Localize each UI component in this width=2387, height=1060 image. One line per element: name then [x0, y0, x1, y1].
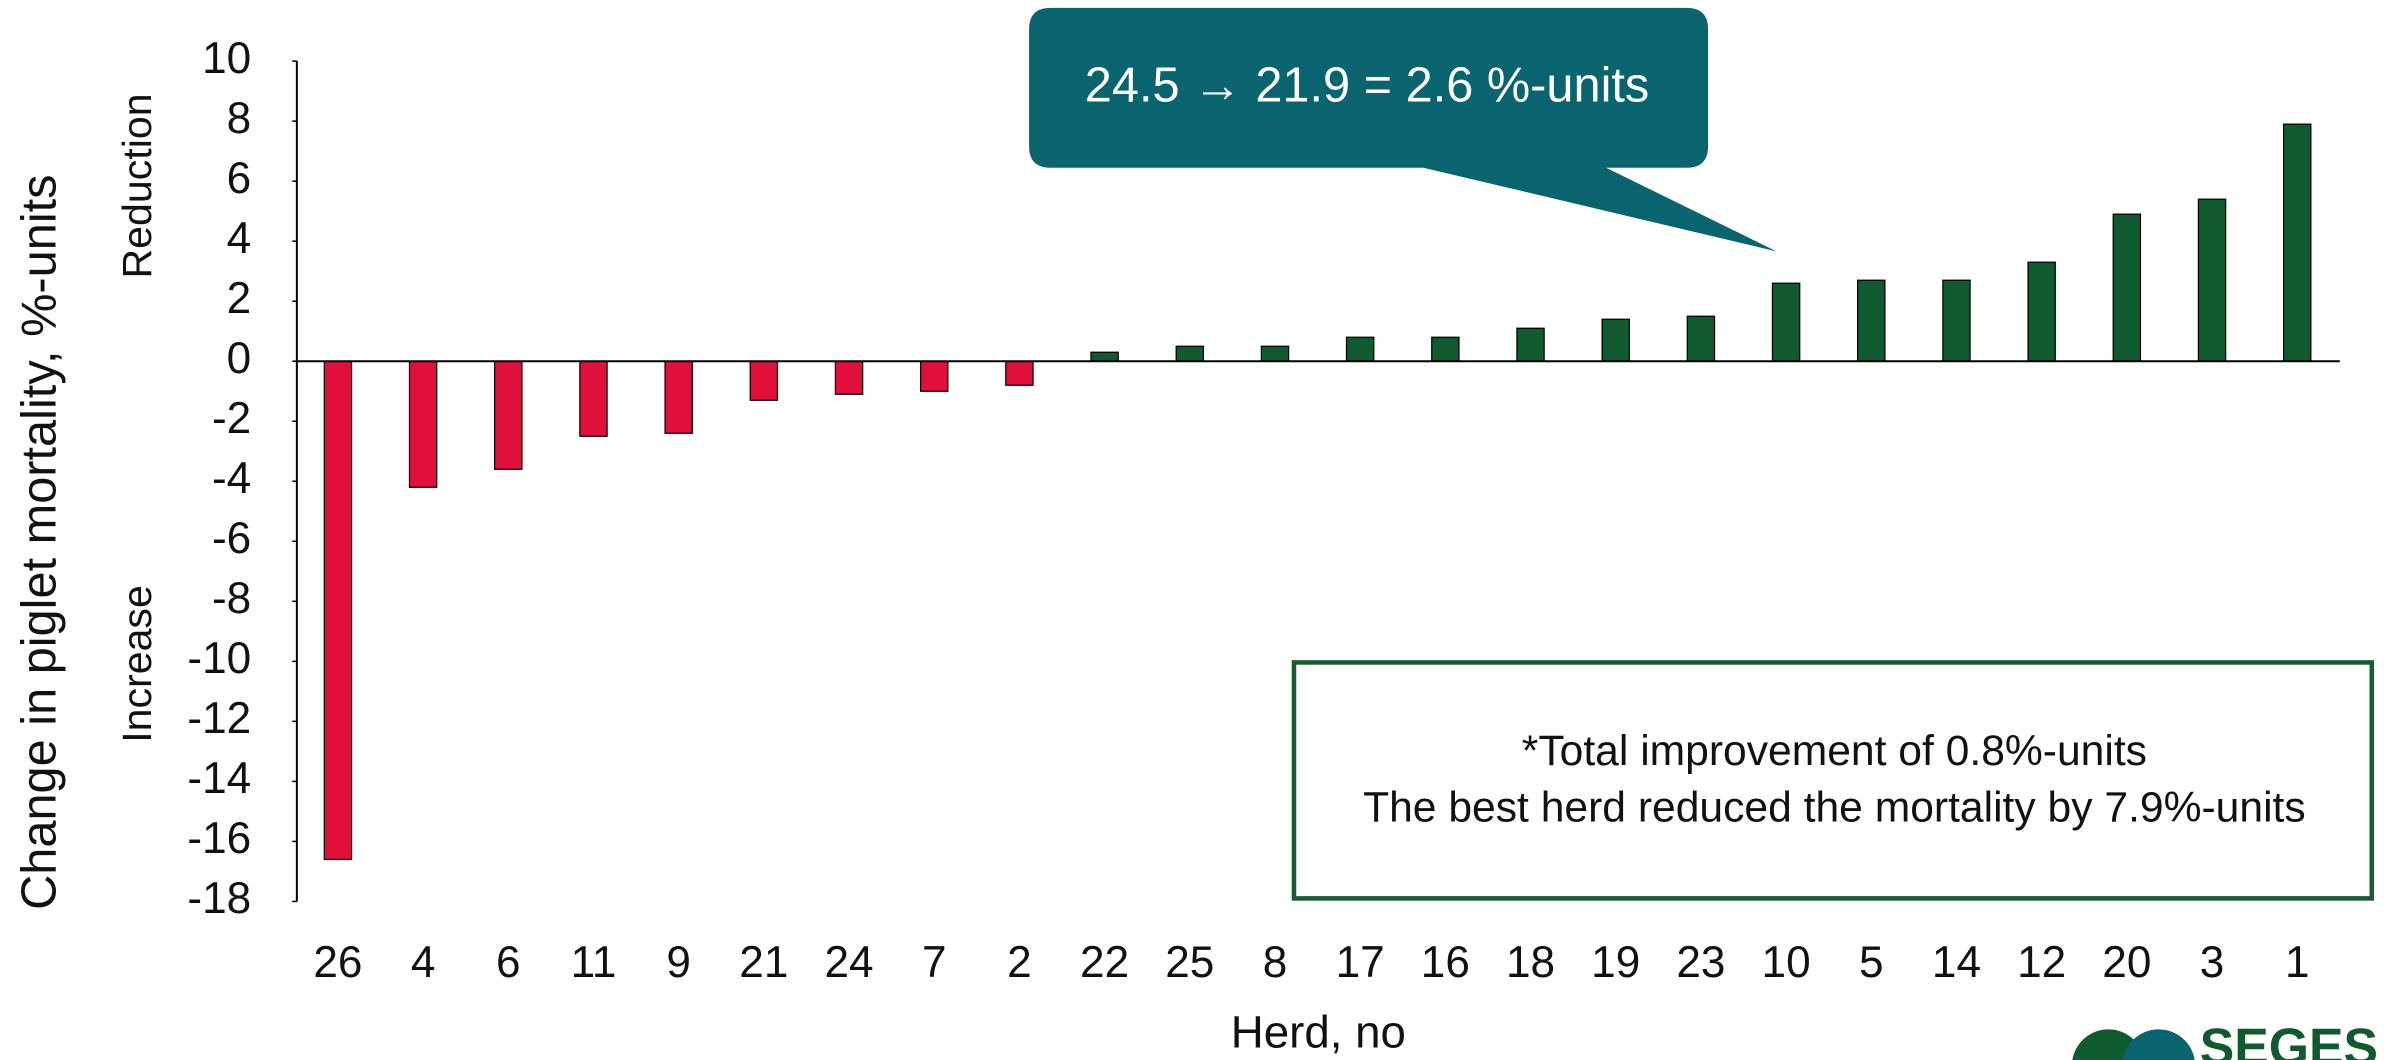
- x-tick-label: 2: [1007, 938, 1032, 987]
- logo-icon: [2122, 1029, 2195, 1060]
- bar: [1942, 279, 1971, 362]
- x-tick-label: 21: [739, 938, 788, 987]
- bar: [1686, 315, 1716, 362]
- x-tick-label: 25: [1165, 938, 1214, 987]
- x-tick-label: 12: [2017, 938, 2066, 987]
- note-line: The best herd reduced the mortality by 7…: [1363, 783, 2306, 831]
- x-tick-label: 9: [666, 938, 691, 987]
- callout-bubble: [1029, 7, 1777, 252]
- x-tick-label: 8: [1263, 938, 1288, 987]
- bar: [1601, 318, 1630, 362]
- x-tick-label: 10: [1762, 938, 1811, 987]
- x-tick-label: 4: [411, 938, 436, 987]
- x-tick-label: 5: [1859, 938, 1884, 987]
- y-tick-label: 8: [227, 94, 252, 143]
- bar: [408, 360, 438, 488]
- y-tick-label: -4: [212, 454, 251, 503]
- x-tick-label: 3: [2200, 938, 2225, 987]
- bar: [1857, 279, 1886, 362]
- logo-text: SEGES: [2200, 1017, 2378, 1060]
- y-tick-label: 0: [227, 334, 252, 383]
- x-tick-label: 11: [571, 938, 617, 987]
- x-tick-label: 7: [922, 938, 947, 987]
- y-tick-label: 4: [227, 214, 252, 263]
- x-tick-label: 18: [1506, 938, 1555, 987]
- y-tick-label: -18: [187, 874, 251, 923]
- bar: [579, 360, 608, 437]
- bar: [1771, 282, 1801, 362]
- y-axis-label: Change in piglet mortality, %-units: [12, 174, 66, 909]
- x-tick-label: 23: [1676, 938, 1725, 987]
- y-tick-label: -12: [187, 694, 251, 743]
- x-tick-label: 19: [1591, 938, 1640, 987]
- callout-text: 24.5 → 21.9 = 2.6 %-units: [1085, 58, 1650, 112]
- bar: [1260, 345, 1290, 362]
- bar: [1090, 351, 1119, 362]
- y-tick-label: 6: [227, 154, 252, 203]
- y-label-top: Reduction: [114, 93, 160, 278]
- x-tick-label: 16: [1421, 938, 1470, 987]
- x-tick-label: 26: [313, 938, 362, 987]
- x-tick-label: 1: [2285, 938, 2310, 987]
- x-tick-label: 22: [1080, 938, 1129, 987]
- bar: [323, 360, 353, 861]
- y-tick-label: -14: [187, 754, 251, 803]
- y-label-bottom: Increase: [114, 585, 160, 743]
- x-tick-label: 24: [824, 938, 873, 987]
- y-tick-label: 10: [202, 34, 251, 83]
- bar: [919, 360, 949, 392]
- bar: [2112, 213, 2142, 362]
- bar: [664, 360, 693, 434]
- x-tick-label: 14: [1932, 938, 1981, 987]
- bar: [1345, 336, 1375, 362]
- y-tick-label: 2: [227, 274, 252, 323]
- bar: [2197, 198, 2227, 362]
- note-box: [1291, 660, 2375, 901]
- y-tick-label: -16: [187, 814, 251, 863]
- y-tick-label: -10: [187, 634, 251, 683]
- bar: [1175, 345, 1205, 362]
- bar: [749, 360, 779, 401]
- bar: [2282, 123, 2312, 362]
- x-tick-label: 6: [496, 938, 521, 987]
- y-tick-label: -6: [212, 514, 251, 563]
- x-axis-label: Herd, no: [1231, 1006, 1406, 1057]
- note-line: *Total improvement of 0.8%-units: [1522, 727, 2147, 775]
- bar: [1431, 336, 1460, 362]
- bar: [1516, 327, 1545, 362]
- bar: [834, 360, 864, 395]
- x-tick-label: 20: [2102, 938, 2151, 987]
- bar: [494, 360, 523, 470]
- bar: [2027, 261, 2056, 362]
- y-tick-label: -2: [212, 394, 251, 443]
- y-tick-label: -8: [212, 574, 251, 623]
- x-tick-label: 17: [1336, 938, 1385, 987]
- bar: [1005, 360, 1034, 386]
